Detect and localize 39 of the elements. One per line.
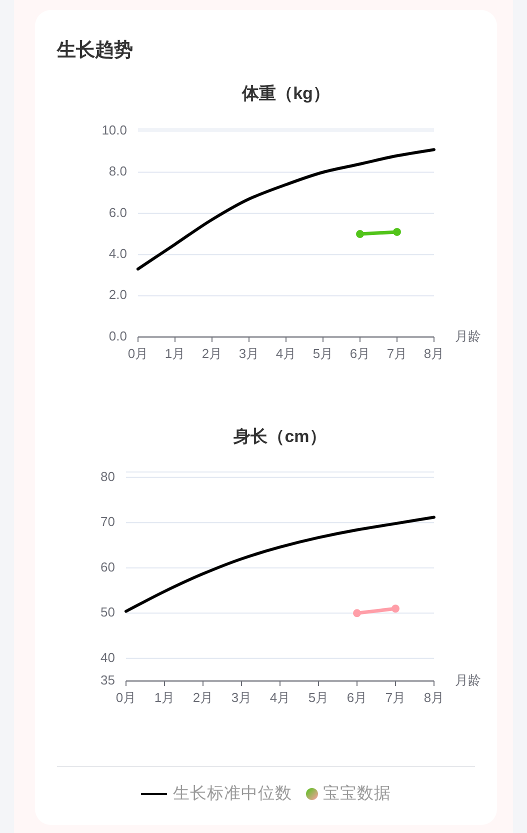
legend-label: 生长标准中位数 [173,783,292,802]
x-tick-label: 6月 [350,346,370,361]
x-tick-label: 5月 [308,690,329,705]
chart-title: 身长（cm） [232,427,326,446]
y-tick-label: 35 [100,672,115,688]
x-tick-label: 0月 [128,346,148,361]
x-axis-title: 月龄 [455,672,481,688]
y-tick-label: 4.0 [108,246,127,262]
y-tick-label: 10.0 [102,122,127,138]
x-tick-label: 3月 [238,346,260,361]
chart-subtitle: 体重（kg） [241,84,330,103]
y-tick-label: 40 [100,650,115,665]
x-tick-label: 0月 [116,690,136,705]
y-tick-label: 50 [100,604,115,620]
x-tick-label: 8月 [424,346,444,361]
y-tick-label: 70 [100,514,115,530]
x-tick-label: 2月 [192,690,214,705]
chart-title: 生长趋势 [56,39,133,61]
x-tick-label: 3月 [231,690,252,705]
x-tick-label: 8月 [424,690,444,705]
x-tick-label: 1月 [164,346,186,361]
y-tick-label: 0.0 [108,328,127,344]
line-series [124,516,436,613]
line-series [136,148,436,271]
y-tick-label: 60 [100,559,115,574]
x-axis-title: 月龄 [455,328,481,344]
x-tick-label: 5月 [312,346,334,361]
x-tick-label: 4月 [270,690,290,705]
y-tick-label: 2.0 [108,287,127,302]
y-tick-label: 6.0 [108,204,127,220]
x-tick-label: 6月 [346,690,368,705]
legend-label: 宝宝数据 [323,783,391,802]
x-tick-label: 7月 [386,346,408,361]
x-tick-label: 2月 [202,346,222,361]
x-tick-label: 7月 [385,690,406,705]
x-tick-label: 1月 [154,690,175,705]
y-tick-label: 80 [100,468,115,484]
x-tick-label: 4月 [276,346,296,361]
y-tick-label: 8.0 [108,164,127,179]
